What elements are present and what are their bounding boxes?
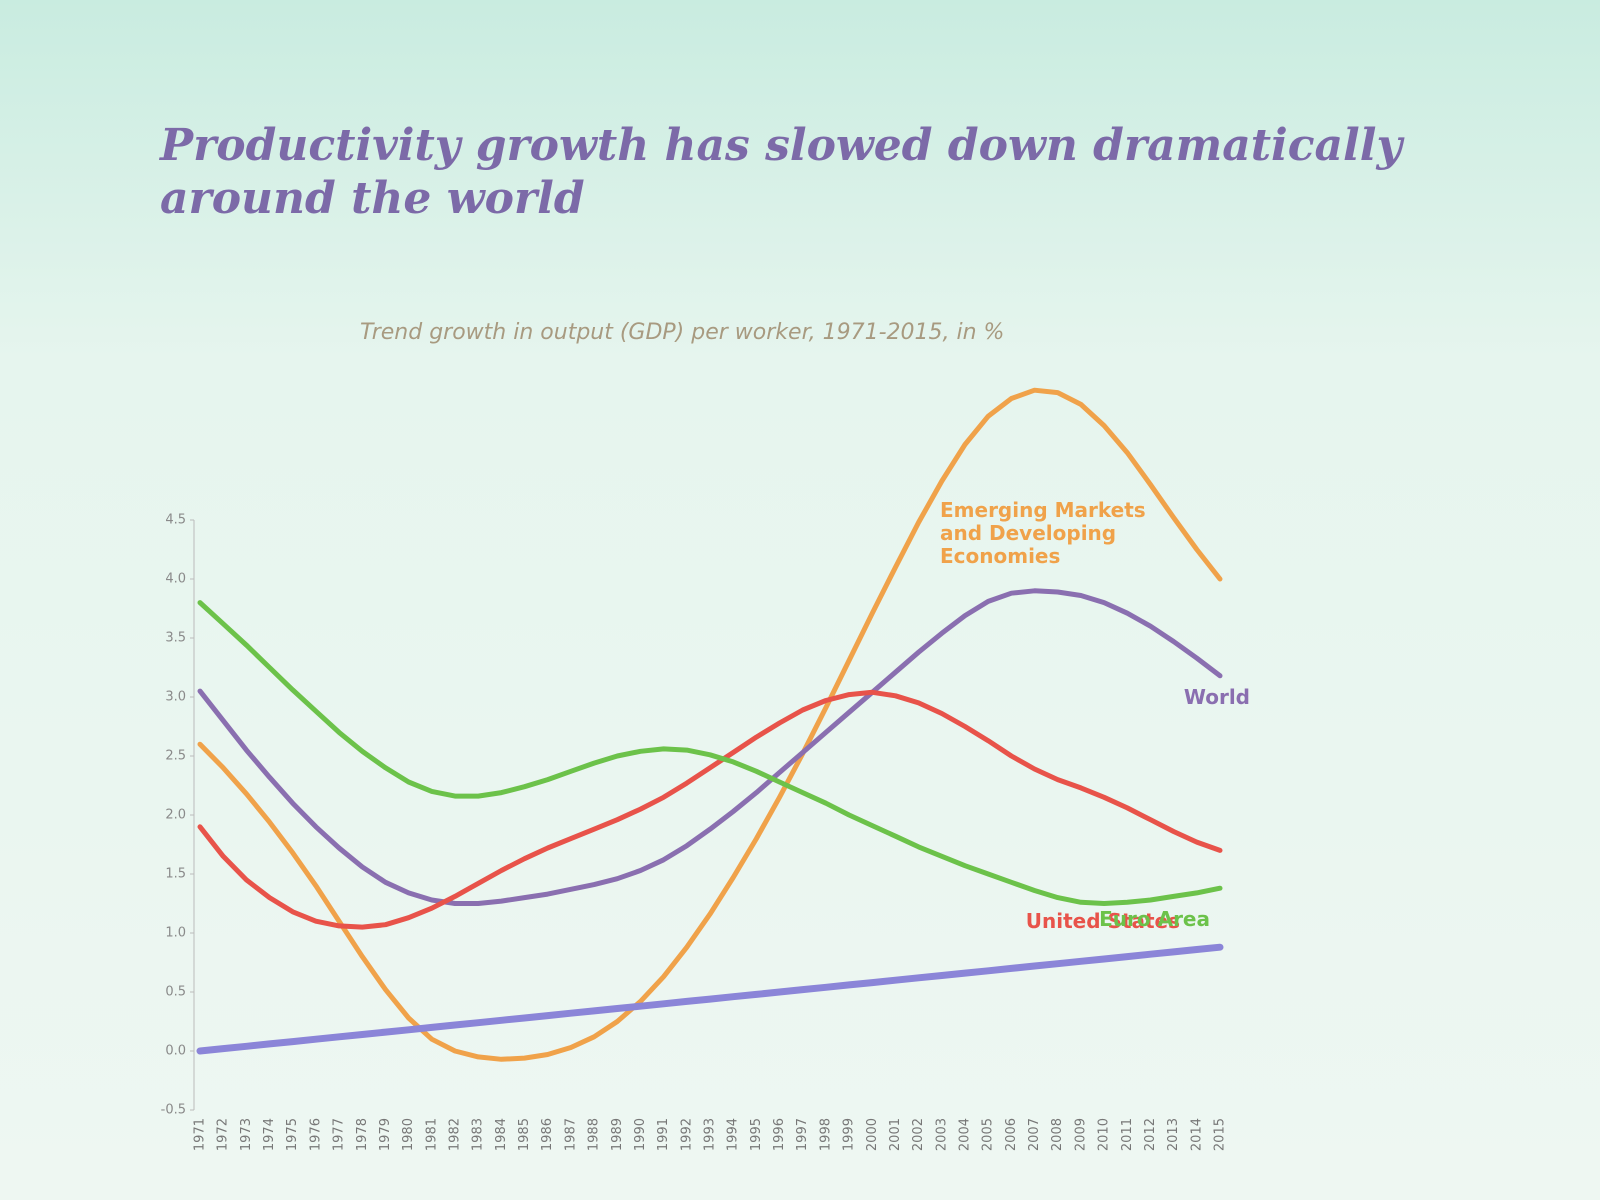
chart-title: Productivity growth has slowed down dram… (160, 120, 1403, 224)
x-tick-label: 1996 (772, 1118, 787, 1151)
x-tick-label: 2005 (981, 1118, 996, 1151)
series-line (197, 387, 1223, 1062)
y-tick-label: 2.5 (165, 749, 186, 764)
x-tick-label: 1991 (656, 1118, 671, 1151)
y-tick-label: 4.5 (165, 513, 186, 528)
x-tick-label: 1987 (563, 1118, 578, 1151)
y-tick-label: 0.5 (165, 985, 186, 1000)
x-tick-label: 1974 (262, 1118, 277, 1151)
chart-subtitle: Trend growth in output (GDP) per worker,… (360, 320, 1005, 345)
x-tick-label: 1978 (355, 1118, 370, 1151)
series-line (197, 689, 1223, 930)
x-tick-label: 2008 (1050, 1118, 1065, 1151)
y-tick-label: 0.0 (165, 1044, 186, 1059)
x-tick-label: 1999 (842, 1118, 857, 1151)
x-tick-label: 2011 (1120, 1118, 1135, 1151)
x-tick-label: 1989 (610, 1118, 625, 1151)
x-tick-label: 2009 (1073, 1118, 1088, 1151)
x-tick-label: 1975 (285, 1118, 300, 1151)
x-tick-label: 1988 (587, 1118, 602, 1151)
x-tick-label: 1981 (424, 1118, 439, 1151)
x-tick-label: 2006 (1004, 1118, 1019, 1151)
x-tick-label: 1977 (332, 1118, 347, 1151)
x-tick-label: 1979 (378, 1118, 393, 1151)
y-tick-label: -0.5 (161, 1103, 186, 1118)
x-tick-label: 2004 (958, 1118, 973, 1151)
x-tick-label: 1998 (818, 1118, 833, 1151)
x-tick-label: 2002 (911, 1118, 926, 1151)
x-tick-label: 1994 (726, 1118, 741, 1151)
x-tick-label: 1990 (633, 1118, 648, 1151)
x-tick-label: 1984 (494, 1118, 509, 1151)
x-tick-label: 1993 (703, 1118, 718, 1151)
x-tick-label: 1992 (679, 1118, 694, 1151)
x-tick-label: 2003 (934, 1118, 949, 1151)
x-tick-label: 1980 (401, 1118, 416, 1151)
series-line (197, 600, 1223, 906)
x-tick-label: 2013 (1166, 1118, 1181, 1151)
x-tick-label: 1972 (216, 1118, 231, 1151)
x-tick-label: 2015 (1213, 1118, 1228, 1151)
x-tick-label: 2014 (1189, 1118, 1204, 1151)
series-label: Euro Area (1099, 907, 1210, 932)
y-tick-label: 4.0 (165, 572, 186, 587)
y-tick-label: 1.5 (165, 867, 186, 882)
series-line (196, 943, 1224, 1055)
x-tick-label: 1983 (471, 1118, 486, 1151)
x-tick-label: 1995 (749, 1118, 764, 1151)
x-tick-label: 2010 (1097, 1118, 1112, 1151)
x-tick-label: 1985 (517, 1118, 532, 1151)
y-tick-label: 1.0 (165, 926, 186, 941)
y-tick-label: 2.0 (165, 808, 186, 823)
x-tick-label: 2000 (865, 1118, 880, 1151)
series-label: Emerging Markets and Developing Economie… (940, 498, 1146, 568)
x-tick-label: 1976 (308, 1118, 323, 1151)
x-tick-label: 2007 (1027, 1118, 1042, 1151)
y-tick-label: 3.5 (165, 631, 186, 646)
x-tick-label: 2012 (1143, 1118, 1158, 1151)
x-tick-label: 1997 (795, 1118, 810, 1151)
x-tick-label: 1971 (193, 1118, 208, 1151)
x-tick-label: 1986 (540, 1118, 555, 1151)
x-tick-label: 2001 (888, 1118, 903, 1151)
series-label: United States (1025, 909, 1180, 934)
y-tick-label: 3.0 (165, 690, 186, 705)
x-tick-label: 1982 (448, 1118, 463, 1151)
series-line (197, 588, 1223, 906)
x-tick-label: 1973 (239, 1118, 254, 1151)
series-label: World (1183, 684, 1250, 709)
